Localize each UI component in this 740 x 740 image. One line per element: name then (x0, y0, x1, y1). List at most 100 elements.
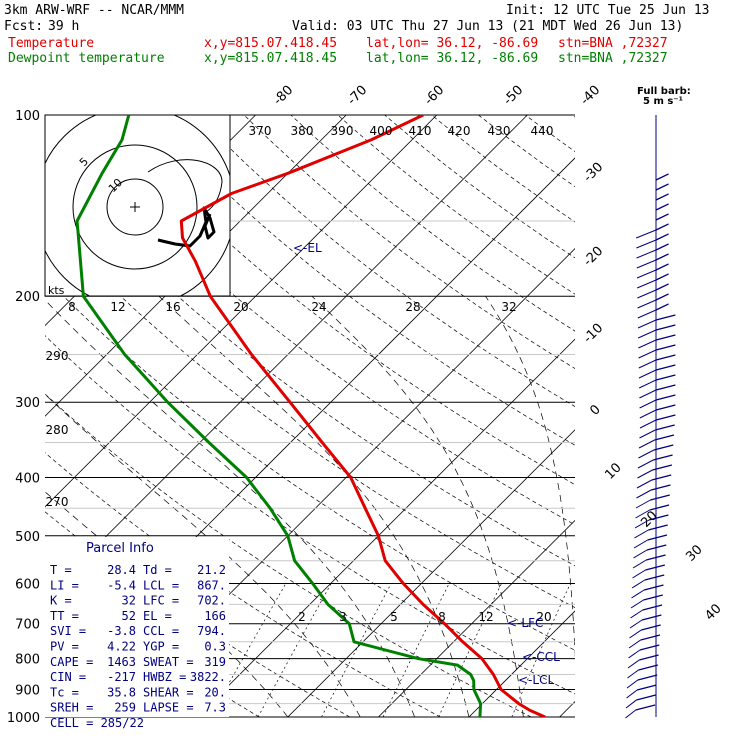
mixing-ratio-label: 24 (311, 300, 326, 314)
wind-barb (655, 243, 669, 251)
wind-barb-shaft (634, 529, 649, 539)
wind-barb (655, 263, 669, 271)
pressure-label: 600 (15, 577, 40, 592)
isotherm-label: -40 (578, 83, 604, 109)
hodograph-ring (72, 144, 198, 270)
wind-barb-shaft (633, 539, 648, 549)
mixing-ratio-label: 20 (536, 610, 551, 624)
mixing-ratio-label: 2 (298, 610, 306, 624)
wind-barb (646, 544, 667, 551)
wind-barb-shaft (637, 319, 657, 329)
dewpoint-xy: x,y=815.07.418.45 (204, 51, 338, 66)
temperature-legend: Temperature (8, 36, 95, 51)
dewpoint-profile (75, 115, 483, 717)
parcel-label: LFC = (143, 594, 179, 608)
wind-barb-shaft (637, 299, 657, 309)
wind-barb-shaft (628, 639, 641, 649)
wind-barb-shaft (627, 669, 639, 679)
temperature-station: stn=BNA ,72327 (558, 36, 668, 51)
wind-barb (655, 173, 669, 181)
theta-label: 280 (46, 423, 69, 437)
wind-barb-shaft (637, 309, 657, 319)
forecast-hour: 39 h (48, 19, 80, 34)
wind-barb (655, 223, 669, 231)
wind-barb-shaft (639, 389, 657, 399)
wind-barb (653, 444, 674, 451)
parcel-value: 0.3 (204, 640, 226, 654)
wind-barb-shaft (630, 609, 643, 619)
wind-barbs (625, 115, 676, 719)
level-annotation: <-CCL (522, 650, 560, 664)
full-barb-line1: Full barb: (637, 86, 691, 97)
hodograph-ring (106, 178, 164, 236)
parcel-value: 32 (122, 594, 136, 608)
parcel-label: SVI = (50, 624, 86, 638)
wind-barb (641, 614, 662, 621)
wind-barb-shaft (626, 679, 639, 689)
wind-barb (655, 314, 676, 321)
pressure-label: 400 (15, 471, 40, 486)
wind-barb (636, 694, 656, 701)
parcel-label: CAPE = (50, 655, 93, 669)
wind-barb-shaft (633, 549, 648, 559)
mixing-ratio-label: 3 (339, 610, 347, 624)
wind-barb-shaft (636, 489, 652, 499)
parcel-label: CELL = 285/22 (50, 716, 144, 730)
wind-barb-shaft (638, 359, 657, 369)
parcel-value: 3822. (190, 670, 226, 684)
isotherm-label: -10 (581, 321, 607, 347)
parcel-value: 259 (114, 701, 136, 715)
wind-barb (655, 424, 675, 431)
mixing-ratio-label: 8 (68, 300, 76, 314)
wind-barb (655, 324, 676, 331)
wind-barb-shaft (638, 449, 655, 459)
wind-barb (635, 704, 656, 711)
wind-barb-shaft (638, 339, 657, 349)
parcel-label: SHEAR = (143, 685, 194, 699)
temperature-profile (179, 115, 546, 717)
parcel-label: LI = (50, 578, 79, 592)
pressure-label: 800 (15, 653, 40, 668)
isotherm (287, 429, 575, 717)
hodograph-units: kts (48, 284, 65, 297)
wind-barb (655, 394, 676, 401)
wind-barb-shaft (625, 709, 637, 719)
parcel-label: HWBZ = (143, 670, 186, 684)
isotherm-label: 30 (683, 542, 705, 564)
moist-adiabat (45, 491, 289, 717)
wind-barb (655, 283, 669, 291)
level-annotation: <-LCL (518, 673, 554, 687)
wind-barb (655, 364, 676, 371)
parcel-label: YGP = (143, 640, 179, 654)
wind-barb (655, 233, 669, 241)
parcel-value: 7.3 (204, 701, 226, 715)
theta-label: 290 (46, 349, 69, 363)
mixing-ratio-label: 5 (390, 610, 398, 624)
wind-barb-shaft (637, 329, 657, 339)
wind-barb (636, 684, 657, 691)
wind-barb (648, 524, 668, 531)
valid-time: Valid: 03 UTC Thu 27 Jun 13 (21 MDT Wed … (292, 19, 684, 34)
wind-barb-shaft (639, 409, 657, 419)
wind-barb-shaft (626, 689, 638, 699)
wind-barb (655, 384, 676, 391)
wind-barb (655, 203, 669, 211)
wind-barb (655, 213, 669, 221)
mixing-ratio-label: 12 (110, 300, 125, 314)
wind-barb (645, 564, 666, 571)
parcel-info: Parcel Info T = 28.4 Td = 21.2 LI = -5.4 LCL = 8… (50, 541, 226, 730)
wind-barb (639, 654, 659, 661)
wind-barb-shaft (638, 369, 657, 379)
parcel-value: 28.4 (107, 563, 136, 577)
parcel-info-title: Parcel Info (86, 541, 154, 556)
parcel-value: 21.2 (197, 563, 226, 577)
wind-barb-shaft (636, 269, 657, 279)
wind-barb (655, 354, 676, 361)
isotherm (45, 115, 438, 508)
wind-barb (643, 594, 663, 601)
wind-barb (653, 454, 673, 461)
parcel-value: 20. (204, 685, 226, 699)
isotherm-label: -30 (581, 160, 607, 186)
wind-barb-shaft (637, 459, 654, 469)
wind-barb (643, 584, 664, 591)
